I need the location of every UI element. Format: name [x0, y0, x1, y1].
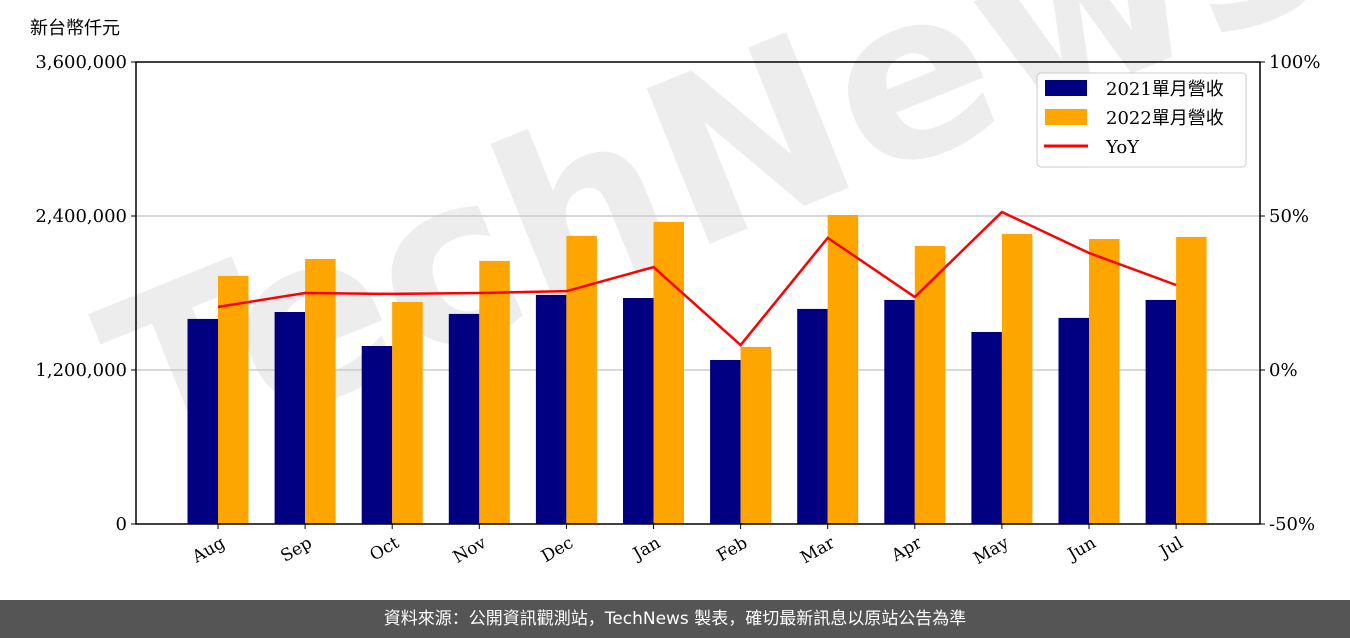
bar-2021-nov — [448, 313, 480, 524]
bar-2021-jun — [1058, 317, 1089, 524]
bar-2021-sep — [274, 311, 306, 524]
source-footer: 資料來源：公開資訊觀測站，TechNews 製表，確切最新訊息以原站公告為準 — [0, 600, 1350, 638]
y-tick-label: 1,200,000 — [35, 360, 127, 381]
y2-tick-label: -50% — [1269, 514, 1315, 535]
plot-frame — [135, 61, 1261, 525]
bar-2022-sep — [305, 258, 336, 524]
legend-label: 2022單月營收 — [1106, 108, 1224, 129]
bar-2022-aug — [218, 275, 249, 524]
x-tick-label: Nov — [450, 533, 490, 568]
legend-box — [1036, 72, 1247, 168]
bar-2021-aug — [187, 318, 218, 524]
bar-2021-feb — [710, 359, 741, 524]
bar-2021-jul — [1145, 299, 1177, 524]
x-tick-label: Dec — [538, 533, 577, 567]
bar-2022-mar — [827, 214, 859, 524]
bar-2021-oct — [361, 346, 393, 524]
bar-2021-apr — [884, 299, 915, 524]
x-tick-label: Feb — [714, 533, 752, 566]
y-tick-label: 0 — [116, 514, 127, 535]
bar-2022-jul — [1176, 236, 1207, 524]
bar-2021-dec — [535, 294, 567, 524]
y-axis-unit-label: 新台幣仟元 — [30, 18, 120, 39]
x-tick-label: Sep — [277, 533, 315, 567]
bar-2022-oct — [392, 301, 423, 524]
bar-2021-mar — [797, 308, 828, 524]
bar-2022-feb — [740, 346, 772, 524]
x-tick-label: Mar — [797, 533, 839, 569]
y2-tick-label: 0% — [1269, 360, 1298, 381]
legend: 2021單月營收 2022單月營收 YoY — [1036, 72, 1247, 168]
x-tick-label: Oct — [366, 533, 402, 566]
x-tick-label: May — [970, 533, 1013, 569]
bar-2022-jun — [1089, 238, 1120, 524]
legend-swatch — [1045, 80, 1087, 96]
legend-label: YoY — [1105, 137, 1140, 158]
yoy-line — [217, 210, 1177, 347]
legend-label: 2021單月營收 — [1106, 79, 1224, 100]
bar-2022-apr — [914, 245, 946, 524]
bar-2022-dec — [566, 235, 597, 524]
y2-tick-label: 50% — [1269, 206, 1309, 227]
y2-tick-label: 100% — [1269, 52, 1320, 73]
legend-swatch — [1045, 109, 1087, 125]
bar-2021-jan — [623, 298, 654, 524]
x-tick-label: Apr — [887, 533, 926, 567]
bar-2022-nov — [479, 260, 510, 524]
x-tick-label: Jan — [628, 533, 664, 565]
y-tick-label: 3,600,000 — [35, 52, 127, 73]
bar-2021-may — [971, 332, 1002, 524]
x-tick-label: Jun — [1063, 533, 1100, 566]
bar-2022-jan — [653, 221, 684, 525]
bar-2022-may — [1001, 233, 1033, 524]
y-tick-label: 2,400,000 — [35, 206, 127, 227]
x-tick-label: Jul — [1155, 533, 1187, 563]
x-tick-label: Aug — [188, 533, 229, 568]
